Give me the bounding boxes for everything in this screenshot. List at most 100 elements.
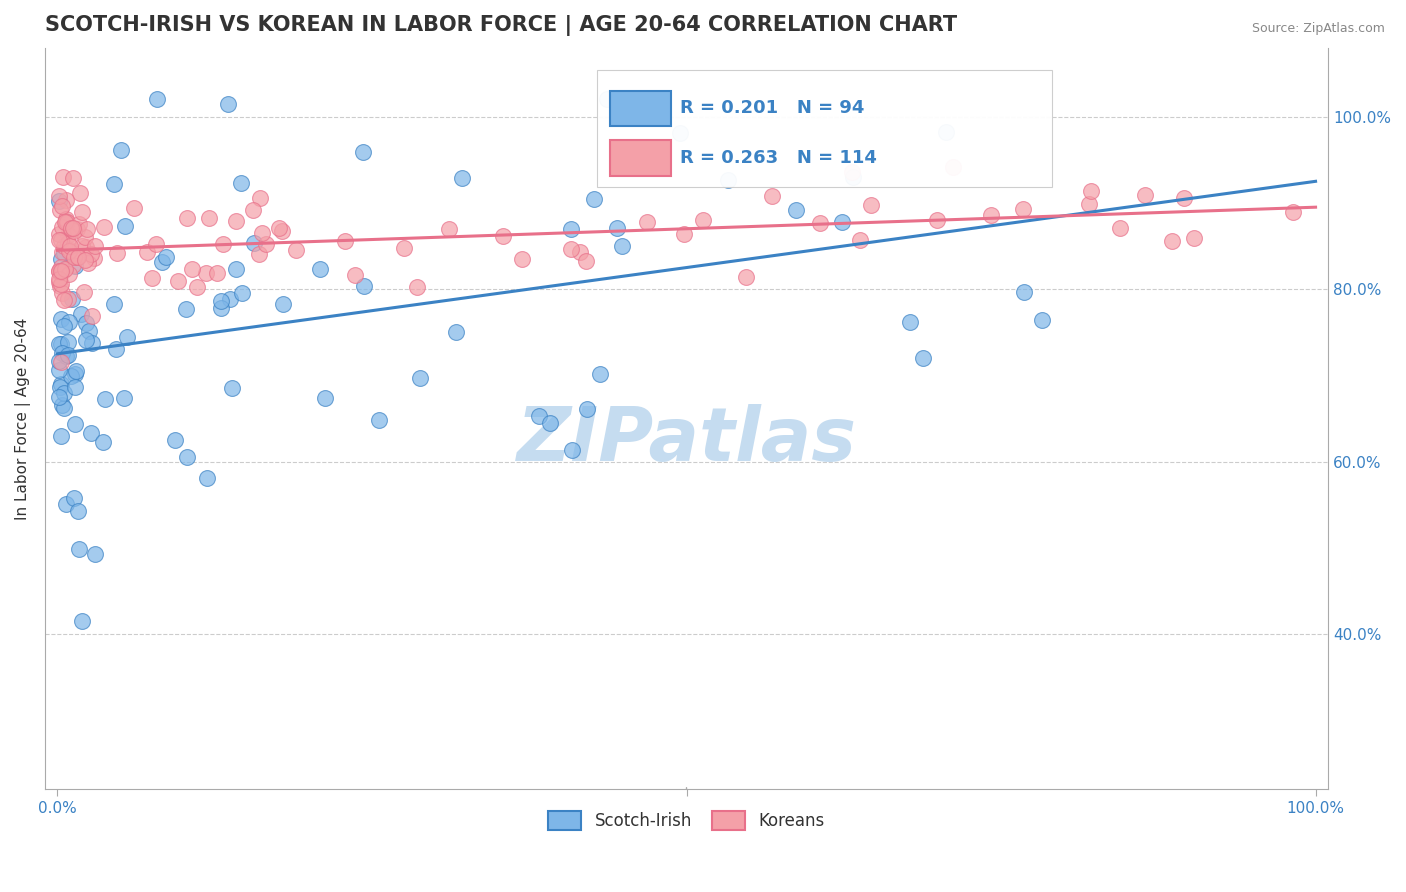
Point (59, 239, 82, 253)
Point (84, 239, 107, 253)
Point (284, 243, 307, 257)
Point (58, 348, 80, 362)
Point (150, 254, 173, 268)
Point (176, 211, 198, 225)
Point (122, 201, 145, 215)
Point (55, 349, 77, 363)
Point (48, 390, 70, 404)
FancyBboxPatch shape (610, 91, 671, 127)
Point (1109, 220, 1132, 235)
Point (831, 215, 853, 229)
Point (72, 238, 94, 252)
Point (53, 401, 76, 415)
Point (53, 386, 76, 401)
Point (75, 333, 97, 347)
Point (606, 221, 628, 235)
Point (194, 267, 217, 281)
Point (48, 203, 70, 218)
Point (538, 416, 561, 430)
Point (77, 255, 100, 269)
Point (141, 271, 163, 285)
Point (59, 243, 82, 257)
Point (58, 227, 80, 242)
Point (51, 260, 73, 275)
Text: Source: ZipAtlas.com: Source: ZipAtlas.com (1251, 22, 1385, 36)
Point (51, 345, 73, 359)
Point (73, 285, 96, 299)
Point (561, 442, 583, 457)
Point (49, 377, 72, 392)
Text: R = 0.201   N = 94: R = 0.201 N = 94 (681, 100, 865, 118)
Point (392, 241, 415, 255)
Point (146, 92, 169, 106)
Point (911, 351, 934, 366)
Point (155, 250, 177, 264)
Point (48, 354, 70, 368)
Point (308, 261, 330, 276)
Text: R = 0.263   N = 114: R = 0.263 N = 114 (681, 149, 877, 167)
Point (103, 177, 125, 191)
Point (900, 315, 922, 329)
Point (219, 292, 242, 306)
Point (62, 258, 84, 272)
Point (62, 221, 84, 235)
Point (841, 165, 863, 179)
Point (575, 401, 598, 416)
Point (56, 236, 79, 251)
Point (105, 246, 128, 260)
Point (66, 222, 89, 236)
Point (63, 250, 86, 264)
Point (596, 92, 619, 106)
Point (51, 286, 73, 301)
Point (575, 253, 598, 268)
Point (672, 227, 695, 242)
Point (52, 245, 75, 260)
Point (560, 222, 582, 236)
Point (589, 368, 612, 382)
Point (58, 314, 80, 328)
Point (48, 337, 70, 351)
Point (84, 547, 107, 561)
Point (55, 216, 77, 230)
Point (77, 325, 100, 339)
Point (1031, 312, 1053, 326)
Point (66, 250, 89, 264)
Point (49, 380, 72, 394)
FancyBboxPatch shape (610, 140, 671, 176)
Point (353, 278, 375, 293)
Point (942, 160, 965, 174)
Point (229, 177, 252, 191)
Point (63, 260, 86, 274)
Point (527, 409, 550, 423)
Point (271, 296, 294, 310)
Point (49, 234, 72, 248)
Point (60, 369, 83, 384)
Point (925, 212, 948, 227)
Point (65, 417, 87, 431)
Point (859, 198, 882, 212)
Point (73, 253, 96, 268)
Point (63, 224, 86, 238)
Point (242, 202, 264, 217)
Point (48, 264, 70, 278)
Point (243, 235, 266, 250)
Point (56, 215, 79, 229)
Point (53, 238, 76, 252)
Point (49, 278, 72, 293)
Point (186, 280, 208, 294)
Point (63, 380, 86, 394)
Point (314, 391, 336, 405)
Point (93, 219, 115, 234)
Point (209, 293, 232, 308)
Point (1012, 285, 1035, 299)
Point (1161, 234, 1184, 248)
Point (180, 262, 202, 277)
Point (60, 221, 83, 235)
Point (135, 244, 157, 259)
Point (48, 194, 70, 208)
Point (692, 212, 714, 227)
Point (935, 125, 957, 139)
Point (205, 266, 228, 280)
Point (55, 194, 77, 208)
Point (344, 268, 367, 282)
